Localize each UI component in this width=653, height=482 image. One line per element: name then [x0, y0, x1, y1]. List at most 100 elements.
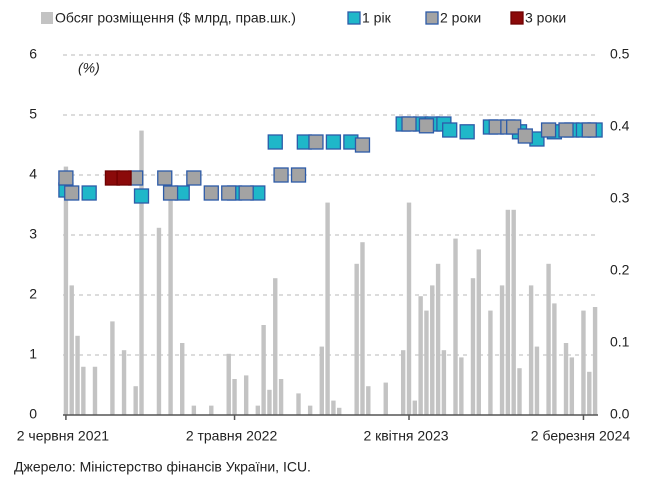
marker [186, 170, 202, 186]
bar [406, 202, 412, 415]
y-tick-label: 1 [29, 346, 37, 362]
bar [69, 285, 74, 415]
marker [267, 134, 283, 150]
y2-tick-label: 0.4 [610, 118, 630, 134]
bar [180, 343, 185, 415]
marker [308, 134, 324, 150]
marker [133, 188, 150, 204]
legend-label: 3 роки [525, 10, 566, 26]
marker [203, 185, 219, 201]
marker [157, 170, 173, 186]
marker [442, 122, 458, 138]
marker [401, 116, 417, 132]
y-annotation: (%) [78, 60, 100, 76]
bar [383, 382, 388, 415]
bar [110, 321, 115, 415]
x-tick-label: 2 травня 2022 [186, 428, 278, 444]
y2-tick-label: 0.5 [610, 46, 630, 62]
bar [476, 249, 481, 415]
x-tick-label: 2 березня 2024 [531, 428, 631, 444]
bar [337, 407, 342, 415]
bar [273, 278, 278, 415]
bar [453, 238, 458, 415]
marker [290, 167, 307, 183]
bar [243, 375, 249, 415]
bar [435, 263, 441, 415]
bar [569, 357, 575, 415]
x-tick-label: 2 червня 2021 [17, 428, 110, 444]
bar [459, 357, 464, 415]
bar [499, 285, 505, 415]
bar [63, 166, 69, 415]
bar [360, 242, 365, 415]
bar [121, 350, 127, 415]
y-tick-label: 5 [29, 106, 37, 122]
bar [505, 209, 511, 415]
bar [226, 353, 231, 415]
bar [296, 393, 301, 415]
bar [255, 405, 261, 415]
marker [459, 124, 475, 140]
bar [418, 296, 423, 415]
marker [162, 185, 179, 201]
marker [81, 185, 97, 201]
bar [139, 130, 144, 415]
legend-label: 1 рік [362, 10, 392, 26]
bar [168, 191, 173, 415]
marker [325, 134, 342, 150]
bar [424, 310, 429, 415]
bar [133, 386, 138, 415]
bar [546, 263, 551, 415]
marker [273, 167, 289, 183]
bar [592, 307, 598, 415]
y-tick-label: 4 [29, 166, 37, 182]
bar [470, 278, 476, 415]
source-note: Джерело: Міністерство фінансів України, … [14, 459, 311, 475]
y2-tick-label: 0.0 [610, 406, 630, 422]
marker [517, 128, 533, 144]
bar [552, 303, 557, 415]
bar [261, 325, 266, 415]
legend-swatch [510, 11, 524, 25]
legend-swatch [425, 11, 439, 25]
y2-tick-label: 0.1 [610, 334, 630, 350]
y-tick-label: 6 [29, 46, 37, 62]
legend-swatch [41, 12, 53, 24]
marker [418, 118, 435, 134]
y2-tick-label: 0.2 [610, 262, 630, 278]
bar [587, 371, 592, 415]
bar [319, 346, 324, 415]
bar [441, 350, 447, 415]
bar [400, 350, 406, 415]
bar [267, 389, 272, 415]
bar [209, 405, 214, 415]
marker [221, 185, 237, 201]
bar [528, 285, 534, 415]
bar [354, 263, 359, 415]
bar [92, 366, 98, 415]
bar [278, 379, 284, 415]
marker [581, 122, 597, 138]
x-tick-label: 2 квітня 2023 [363, 428, 448, 444]
marker [116, 170, 132, 186]
bar [331, 400, 336, 415]
bar [191, 405, 197, 415]
bar [581, 310, 586, 415]
marker [58, 170, 74, 186]
legend-swatch [347, 11, 361, 25]
bar [563, 343, 569, 415]
bar [81, 366, 86, 415]
bar [156, 227, 162, 415]
y2-tick-label: 0.3 [610, 190, 630, 206]
y-tick-label: 2 [29, 286, 37, 302]
legend-label: 2 роки [440, 10, 481, 26]
bar [412, 400, 418, 415]
marker [64, 185, 80, 201]
bar [511, 209, 516, 415]
bar [534, 346, 540, 415]
legend-label: Обсяг розміщення ($ млрд, прав.шк.) [55, 10, 296, 26]
bar [307, 405, 313, 415]
bar [517, 368, 522, 415]
bar [488, 310, 493, 415]
